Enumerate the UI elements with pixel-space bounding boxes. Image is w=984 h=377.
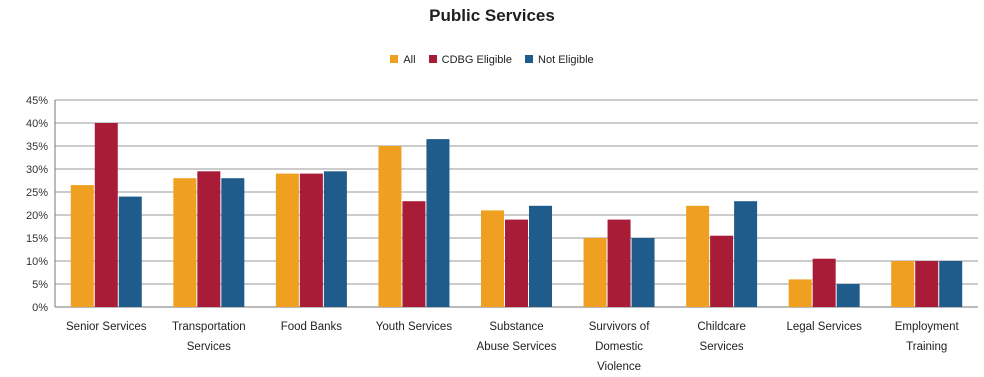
bar-not-eligible <box>631 238 655 307</box>
bar-cdbg-eligible <box>402 201 426 307</box>
y-tick-label: 15% <box>26 233 48 245</box>
y-tick-label: 0% <box>32 302 48 314</box>
bar-all <box>481 210 504 307</box>
bar-not-eligible <box>323 171 347 307</box>
bar-not-eligible <box>734 201 758 307</box>
x-tick-label: Violence <box>597 361 641 373</box>
y-tick-label: 5% <box>32 279 48 291</box>
y-tick-label: 20% <box>26 210 48 222</box>
legend-label-cdbg-eligible: CDBG Eligible <box>441 54 512 66</box>
y-tick-label: 25% <box>26 187 48 199</box>
bar-all <box>788 279 812 307</box>
legend-swatch-all <box>390 55 399 63</box>
bar-cdbg-eligible <box>812 258 836 307</box>
bar-all <box>173 178 197 307</box>
bar-not-eligible <box>939 261 963 307</box>
bar-cdbg-eligible <box>299 173 323 307</box>
legend-item-not-eligible: Not Eligible <box>525 54 594 66</box>
bar-not-eligible <box>426 139 450 307</box>
x-tick-label: Services <box>187 341 231 353</box>
legend-label-not-eligible: Not Eligible <box>538 54 594 66</box>
bar-all <box>275 173 299 307</box>
x-tick-label: Senior Services <box>66 321 147 333</box>
x-tick-label: Childcare <box>697 321 746 333</box>
y-tick-label: 10% <box>26 256 48 268</box>
legend-item-cdbg-eligible: CDBG Eligible <box>428 54 512 66</box>
y-tick-label: 45% <box>26 95 48 107</box>
bar-all <box>686 205 710 307</box>
bar-cdbg-eligible <box>710 235 734 307</box>
bar-cdbg-eligible <box>915 261 939 307</box>
chart-title: Public Services <box>429 6 555 25</box>
legend-swatch-not-eligible <box>525 55 534 63</box>
x-tick-label: Training <box>906 341 947 353</box>
y-tick-label: 40% <box>26 118 48 130</box>
x-tick-label: Youth Services <box>376 321 453 333</box>
legend: All CDBG Eligible Not Eligible <box>0 54 984 66</box>
x-tick-label: Domestic <box>595 341 643 353</box>
legend-swatch-cdbg-eligible <box>428 55 437 63</box>
x-tick-label: Abuse Services <box>477 341 557 353</box>
bar-all <box>70 185 94 307</box>
x-tick-label: Legal Services <box>786 321 862 333</box>
bar-cdbg-eligible <box>607 219 631 307</box>
bar-not-eligible <box>221 178 245 307</box>
bar-not-eligible <box>529 205 552 307</box>
bar-not-eligible <box>836 284 860 307</box>
bar-cdbg-eligible <box>197 171 221 307</box>
bar-all <box>891 261 915 307</box>
y-tick-label: 35% <box>26 141 48 153</box>
y-tick-label: 30% <box>26 164 48 176</box>
legend-item-all: All <box>390 54 416 66</box>
x-tick-label: Employment <box>895 321 960 333</box>
bar-cdbg-eligible <box>505 219 528 307</box>
x-tick-label: Transportation <box>172 321 246 333</box>
x-tick-label: Survivors of <box>589 321 651 333</box>
bar-all <box>378 146 402 307</box>
bar-all <box>583 238 607 307</box>
legend-label-all: All <box>403 54 416 66</box>
bar-not-eligible <box>118 196 142 307</box>
bar-cdbg-eligible <box>94 123 118 307</box>
x-tick-label: Substance <box>489 321 543 333</box>
x-tick-label: Services <box>700 341 744 353</box>
x-tick-label: Food Banks <box>281 321 343 333</box>
